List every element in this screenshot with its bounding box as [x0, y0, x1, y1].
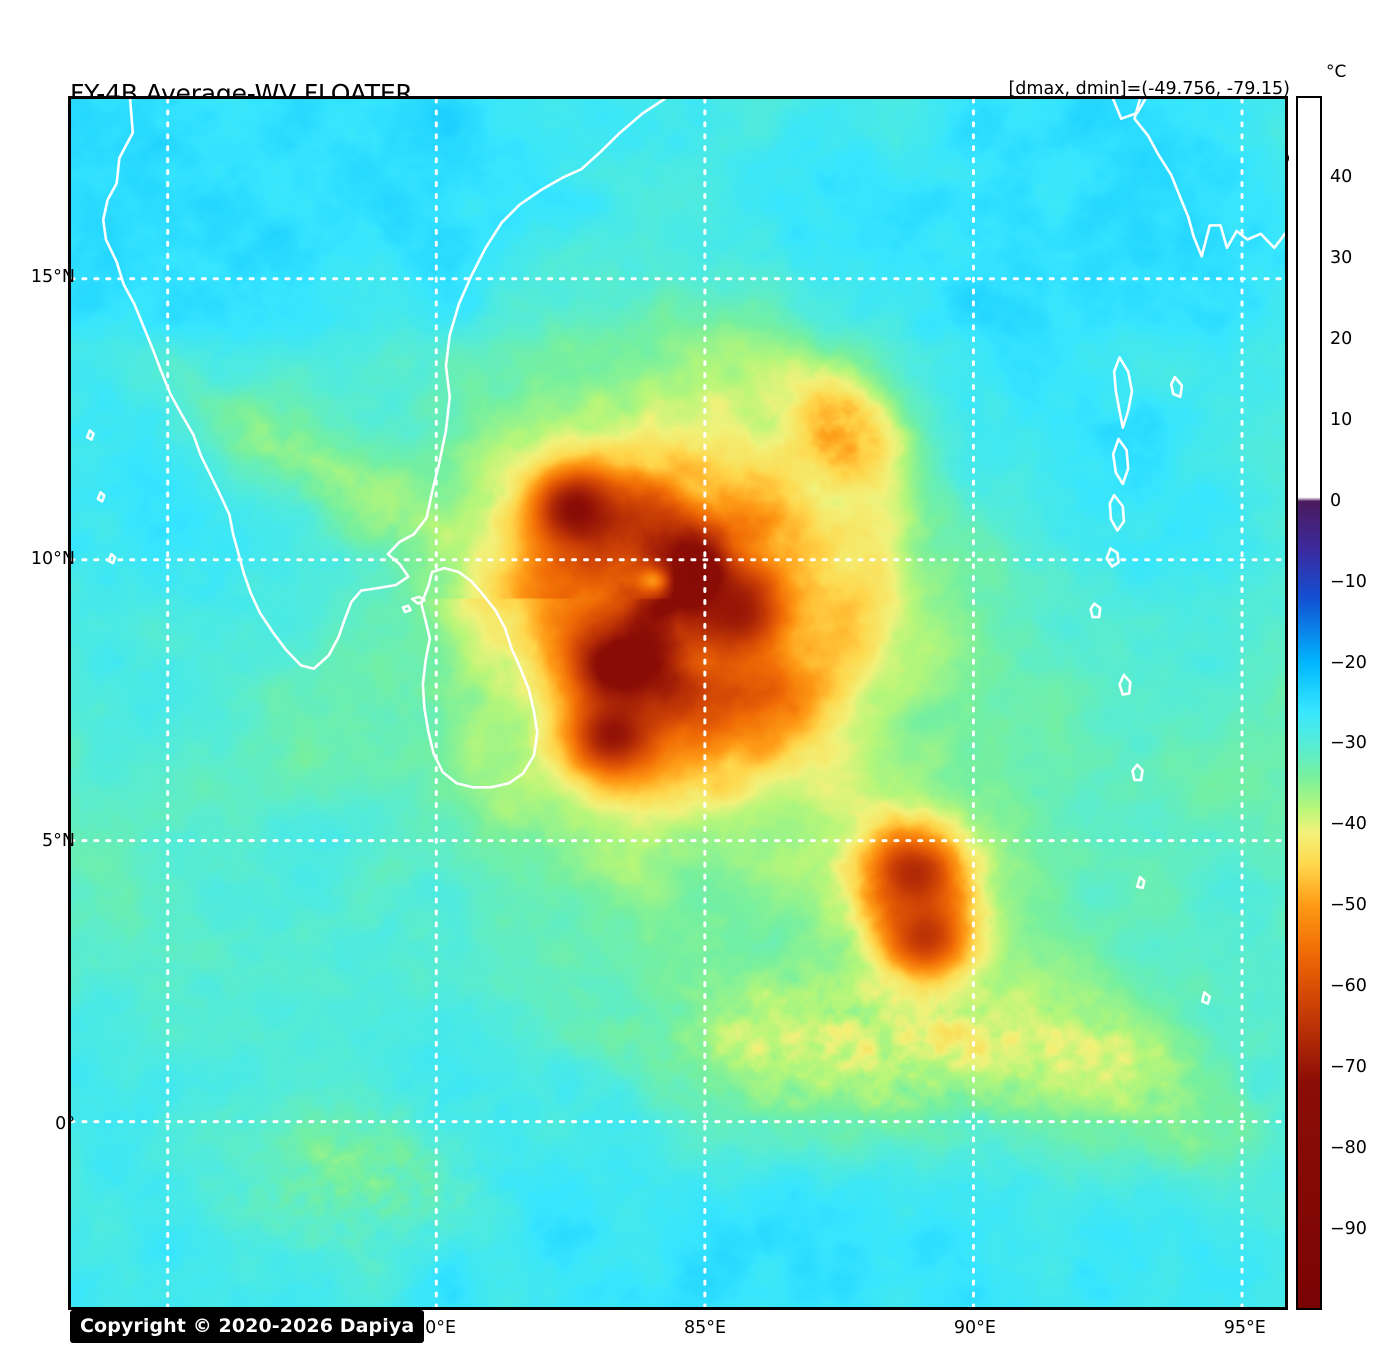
- colorbar-tick--50: −50: [1330, 895, 1367, 916]
- coastline-overlay: [85, 99, 1285, 1005]
- satellite-image-plot: [68, 96, 1288, 1310]
- coastline-little-andaman: [1105, 547, 1120, 568]
- dmax-dmin-label: [dmax, dmin]=(-49.756, -79.15): [1008, 78, 1290, 99]
- y-axis-tick-15: 15°N: [30, 266, 75, 287]
- colorbar-tick--40: −40: [1330, 814, 1367, 835]
- coastline-rameswaram-islet: [401, 604, 412, 614]
- colorbar-tick--60: −60: [1330, 976, 1367, 997]
- colorbar-tick--90: −90: [1330, 1219, 1367, 1240]
- coastline-great-nicobar: [1118, 673, 1132, 696]
- coastline-india: [101, 99, 666, 671]
- colorbar-tick--70: −70: [1330, 1057, 1367, 1078]
- coastline-south-andaman: [1108, 493, 1126, 532]
- x-axis-tick-90: 90°E: [953, 1318, 996, 1338]
- coastline-car-nicobar: [1089, 602, 1102, 619]
- coastline-islet-se: [1135, 875, 1146, 890]
- coastline-lakshadweep-2: [96, 491, 106, 503]
- colorbar-tick--80: −80: [1330, 1138, 1367, 1159]
- y-axis-tick-5: 5°N: [42, 831, 75, 852]
- y-axis-tick-0: 0°: [55, 1113, 75, 1134]
- x-axis-tick-95: 95°E: [1223, 1318, 1266, 1338]
- coastline-myanmar: [1133, 99, 1285, 258]
- x-axis-tick-85: 85°E: [683, 1318, 727, 1338]
- copyright-banner: Copyright © 2020-2026 Dapiya: [70, 1310, 425, 1343]
- colorbar-tick-30: 30: [1330, 247, 1353, 268]
- coastline-sri-lanka: [419, 566, 539, 789]
- colorbar-tick-10: 10: [1330, 409, 1353, 430]
- coastline-mannar-islet: [410, 595, 426, 605]
- coastline-north-andaman: [1112, 356, 1134, 429]
- coastline-bangladesh: [1111, 99, 1147, 120]
- colorbar-tick-0: 0: [1330, 490, 1342, 511]
- colorbar-unit-label: °C: [1326, 62, 1347, 82]
- coastline-nicobar-south: [1131, 763, 1144, 782]
- coastline-lakshadweep-1: [85, 429, 95, 441]
- coastline-middle-andaman: [1111, 437, 1130, 486]
- colorbar-tick-20: 20: [1330, 328, 1353, 349]
- colorbar-gradient: [1298, 98, 1320, 1308]
- coastline-islet-se2: [1201, 991, 1212, 1005]
- colorbar-tick--10: −10: [1330, 571, 1367, 592]
- gridline-overlay: [71, 99, 1285, 1307]
- colorbar-tick-40: 40: [1330, 166, 1353, 187]
- colorbar-tick--30: −30: [1330, 733, 1367, 754]
- y-axis-tick-10: 10°N: [30, 549, 75, 569]
- coastline-narcondam: [1169, 375, 1184, 399]
- ir-heatmap-canvas: [71, 99, 1285, 1307]
- colorbar-tick--20: −20: [1330, 652, 1367, 673]
- x-axis-tick-80: 80°E: [414, 1318, 457, 1338]
- colorbar: [1296, 96, 1322, 1310]
